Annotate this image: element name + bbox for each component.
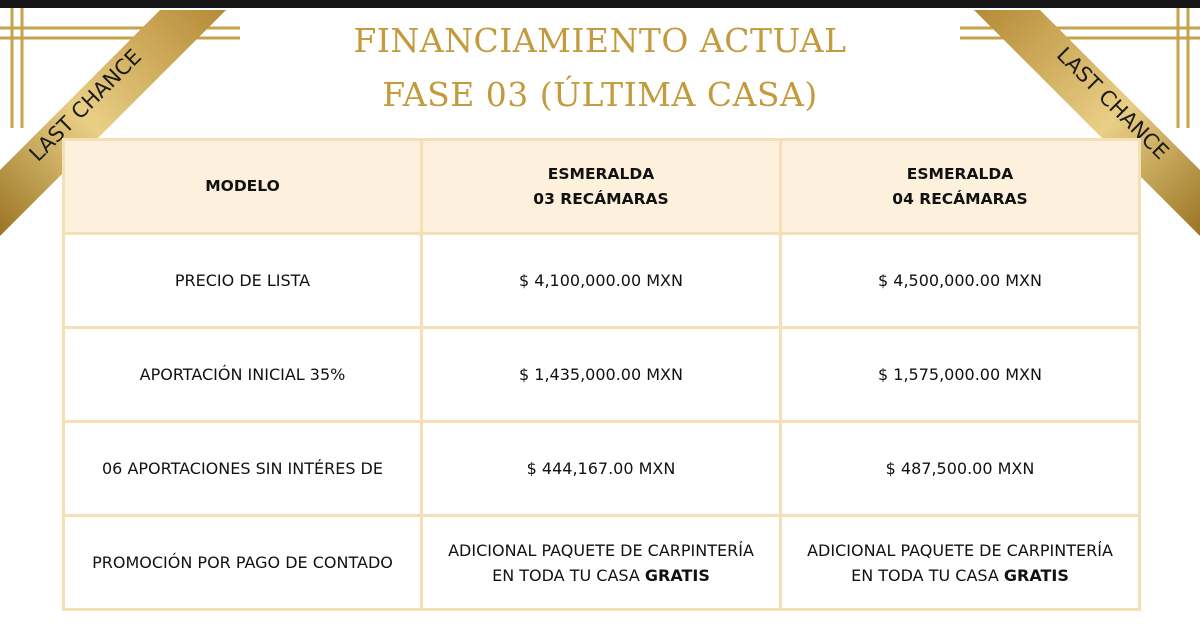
promo-col1: ADICIONAL PAQUETE DE CARPINTERÍA EN TODA… [420,514,782,611]
table-row: 06 APORTACIONES SIN INTÉRES DE $ 444,167… [62,420,1141,517]
table-header-row: MODELO ESMERALDA 03 RECÁMARAS ESMERALDA … [62,138,1141,235]
title-line-2: FASE 03 (ÚLTIMA CASA) [382,75,818,114]
table-row-promo: PROMOCIÓN POR PAGO DE CONTADO ADICIONAL … [62,514,1141,611]
promo-col2-line2: EN TODA TU CASA [851,565,999,585]
header-col1-rooms: 03 RECÁMARAS [533,189,669,208]
table-row: APORTACIÓN INICIAL 35% $ 1,435,000.00 MX… [62,326,1141,423]
promo-col1-line1: ADICIONAL PAQUETE DE CARPINTERÍA [448,540,754,560]
header-modelo: MODELO [62,138,423,235]
table-row: PRECIO DE LISTA $ 4,100,000.00 MXN $ 4,5… [62,232,1141,329]
page-title: FINANCIAMIENTO ACTUAL FASE 03 (ÚLTIMA CA… [0,14,1200,122]
header-esmeralda-04: ESMERALDA 04 RECÁMARAS [779,138,1141,235]
promo-col2-gratis: GRATIS [1003,565,1069,585]
last-chance-ribbon-right: LAST CHANCE [974,10,1200,236]
row-label: 06 APORTACIONES SIN INTÉRES DE [62,420,423,517]
promo-col1-line2-wrap: EN TODA TU CASA GRATIS [423,563,779,588]
row-value-col2: $ 4,500,000.00 MXN [779,232,1141,329]
top-border [0,0,1200,8]
row-value-col2: $ 1,575,000.00 MXN [779,326,1141,423]
row-label: PRECIO DE LISTA [62,232,423,329]
header-esmeralda-03: ESMERALDA 03 RECÁMARAS [420,138,782,235]
header-col2-name: ESMERALDA [906,164,1014,183]
financing-table: MODELO ESMERALDA 03 RECÁMARAS ESMERALDA … [62,138,1141,611]
promo-col2-line1: ADICIONAL PAQUETE DE CARPINTERÍA [807,540,1113,560]
promo-label: PROMOCIÓN POR PAGO DE CONTADO [62,514,423,611]
promo-col2-line2-wrap: EN TODA TU CASA GRATIS [782,563,1138,588]
promo-col1-line2: EN TODA TU CASA [492,565,640,585]
promo-col1-gratis: GRATIS [644,565,710,585]
row-label: APORTACIÓN INICIAL 35% [62,326,423,423]
title-line-1: FINANCIAMIENTO ACTUAL [353,21,847,60]
promo-col2: ADICIONAL PAQUETE DE CARPINTERÍA EN TODA… [779,514,1141,611]
row-value-col1: $ 1,435,000.00 MXN [420,326,782,423]
row-value-col1: $ 444,167.00 MXN [420,420,782,517]
header-col1-name: ESMERALDA [547,164,655,183]
row-value-col2: $ 487,500.00 MXN [779,420,1141,517]
header-col2-rooms: 04 RECÁMARAS [892,189,1028,208]
row-value-col1: $ 4,100,000.00 MXN [420,232,782,329]
